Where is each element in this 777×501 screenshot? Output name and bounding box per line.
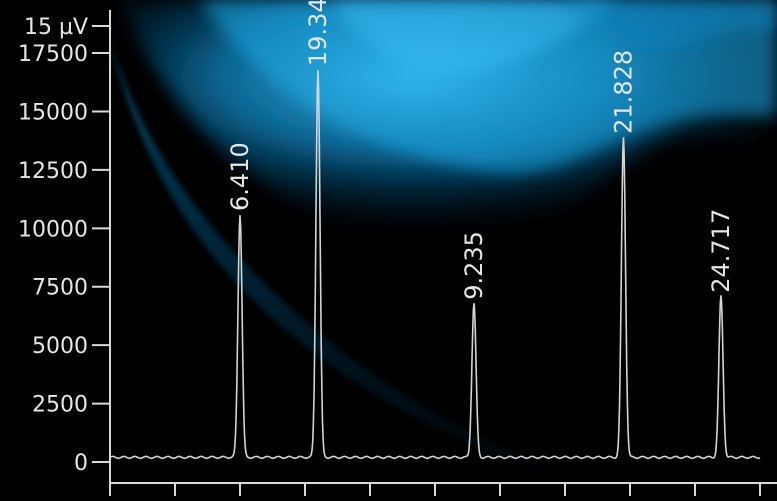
peak-label: 9.235 xyxy=(460,231,488,300)
y-tick-label: 10000 xyxy=(18,217,88,242)
y-tick-label: 2500 xyxy=(32,393,88,418)
peak-label: 21.828 xyxy=(610,50,638,134)
y-tick-label: 5000 xyxy=(32,334,88,359)
y-tick-label: 0 xyxy=(74,451,88,476)
peak-label: 24.717 xyxy=(707,209,735,293)
axes: 15 µV 0 2500 5000 7500 10000 12500 15000 17500 xyxy=(18,10,777,496)
trace-group xyxy=(109,70,761,460)
y-axis-unit-label: 15 µV xyxy=(24,15,88,40)
labels: 6.410 19.345 9.235 21.828 24.717 xyxy=(226,0,735,300)
y-tick-label: 7500 xyxy=(32,276,88,301)
y-tick-label: 15000 xyxy=(18,100,88,125)
y-tick-label: 12500 xyxy=(18,159,88,184)
y-tick-label: 17500 xyxy=(18,42,88,67)
chromatogram-trace xyxy=(109,70,761,460)
peak-label: 6.410 xyxy=(226,142,254,211)
peak-label: 19.345 xyxy=(304,0,332,66)
